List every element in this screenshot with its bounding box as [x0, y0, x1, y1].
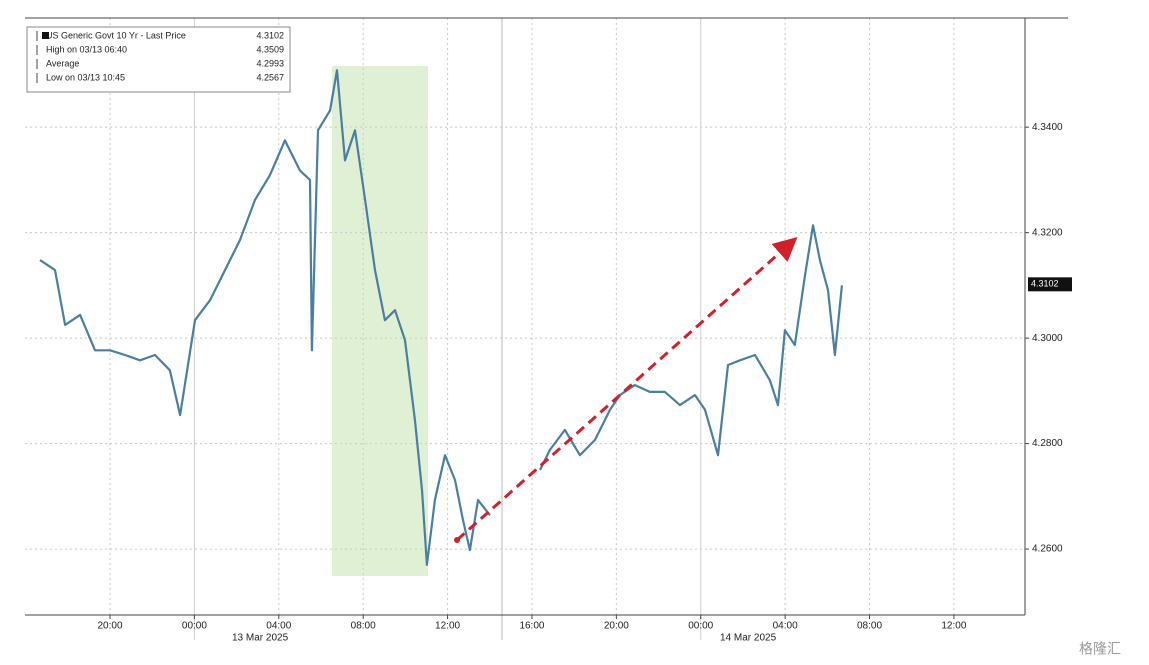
x-tick-label: 16:00 [519, 621, 544, 632]
arrow-start [454, 537, 460, 543]
legend-value: 4.3102 [256, 30, 284, 40]
legend-box [26, 26, 291, 93]
date-label: 14 Mar 2025 [720, 633, 777, 644]
legend-value: 4.3509 [256, 44, 284, 54]
last-price-label: 4.3102 [1031, 279, 1059, 289]
plot-area [39, 69, 843, 566]
x-tick-label: 08:00 [857, 621, 882, 632]
y-tick-label: 4.3200 [1032, 227, 1063, 238]
legend-label: US Generic Govt 10 Yr - Last Price [46, 30, 186, 40]
x-tick-label: 20:00 [604, 621, 629, 632]
x-tick-label: 20:00 [98, 621, 123, 632]
y-tick-label: 4.2600 [1032, 544, 1063, 555]
date-label: 13 Mar 2025 [232, 633, 289, 644]
highlight-region [332, 66, 428, 576]
x-tick-label: 12:00 [435, 621, 460, 632]
watermark: 格隆汇 [1079, 641, 1121, 657]
x-tick-label: 04:00 [266, 621, 291, 632]
legend-items: US Generic Govt 10 Yr - Last Price 4.3102… [36, 30, 284, 83]
trend-arrow [456, 237, 798, 542]
legend-label: Low on 03/13 10:45 [46, 72, 125, 82]
grid [25, 18, 1025, 640]
legend-label: High on 03/13 06:40 [46, 44, 127, 54]
y-tick-label: 4.3000 [1032, 333, 1063, 344]
y-tick-label: 4.3400 [1032, 122, 1063, 133]
x-tick-label: 04:00 [773, 621, 798, 632]
legend-value: 4.2993 [256, 58, 284, 68]
x-tick-label: 00:00 [688, 621, 713, 632]
legend-value: 4.2567 [256, 72, 284, 82]
legend-swatch [42, 32, 49, 39]
last-price-tag [1028, 277, 1072, 292]
legend-label: Average [46, 58, 79, 68]
x-tick-label: 12:00 [941, 621, 966, 632]
x-tick-label: 00:00 [182, 621, 207, 632]
y-tick-label: 4.2800 [1032, 438, 1063, 449]
legend [26, 26, 291, 93]
x-tick-label: 08:00 [351, 621, 376, 632]
price-line [39, 69, 843, 566]
